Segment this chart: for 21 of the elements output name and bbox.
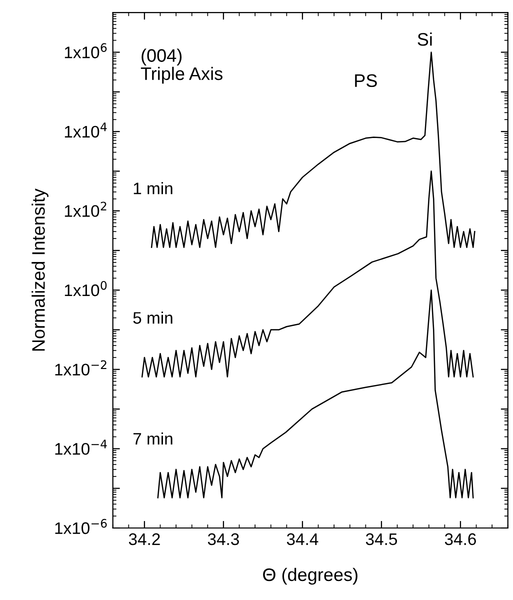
x-axis-title: Θ (degrees): [263, 568, 358, 585]
y-tick-label: 1x10$^{0}$: [64, 280, 107, 296]
series-label: 7 min: [133, 432, 172, 445]
x-tick-label: 34.4: [286, 533, 318, 546]
y-tick-label: 1x10$^{−4}$: [55, 440, 107, 455]
line-series: [141, 170, 474, 378]
annotation: PS: [355, 74, 377, 88]
y-tick-label: 1x10$^{4}$: [64, 122, 107, 138]
series-label: 5 min: [133, 312, 172, 324]
y-tick-label: 1x10$^{−2}$: [55, 360, 106, 376]
x-tick-label: 34.6: [444, 533, 476, 546]
series-label: 1 min: [134, 182, 172, 194]
annotation: (004) Triple Axis: [140, 48, 222, 84]
y-tick-label: 1x10$^{2}$: [64, 202, 106, 217]
x-tick-label: 34.2: [128, 533, 160, 546]
x-tick-label: 34.5: [366, 533, 397, 546]
y-axis-title: Normalized Intensity: [32, 188, 48, 351]
annotation: Si: [418, 32, 432, 46]
y-tick-label: 1x10$^{−6}$: [55, 518, 107, 534]
x-tick-label: 34.3: [208, 533, 239, 546]
y-tick-label: 1x10$^{6}$: [64, 43, 107, 58]
